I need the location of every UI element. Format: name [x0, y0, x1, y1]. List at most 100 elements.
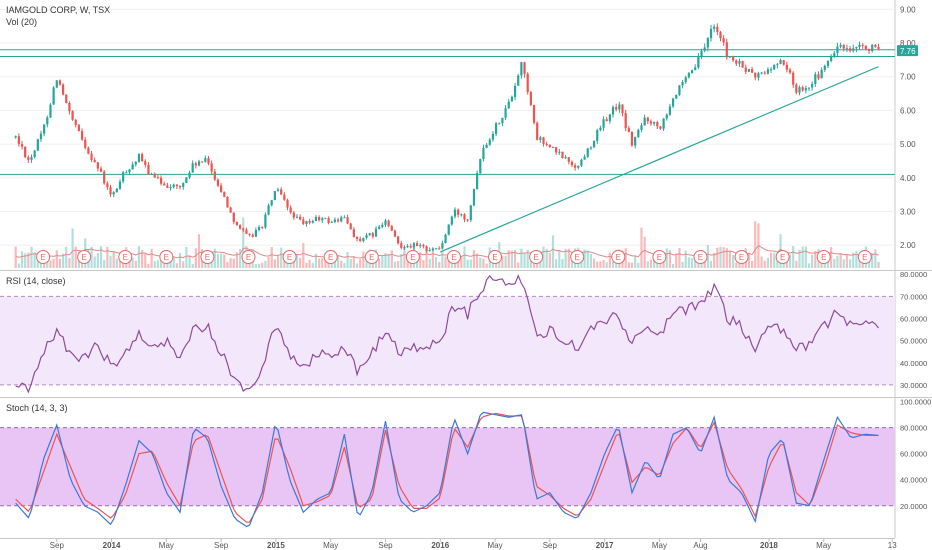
earnings-marker[interactable]: E [652, 250, 667, 264]
volume-bar [150, 248, 153, 268]
candle [381, 222, 384, 229]
earnings-marker[interactable]: E [611, 250, 626, 264]
earnings-marker[interactable]: E [323, 250, 338, 264]
rsi-tick-label: 50.0000 [900, 337, 927, 346]
candle [270, 199, 273, 207]
earnings-marker[interactable]: E [775, 250, 790, 264]
volume-bar [324, 257, 327, 268]
earnings-marker[interactable]: E [364, 250, 379, 264]
volume-bar [172, 256, 175, 268]
candle [501, 117, 504, 127]
candle [286, 198, 289, 211]
candle-body [14, 136, 17, 138]
earnings-marker-glyph: E [616, 253, 621, 262]
candle-body [706, 38, 709, 48]
earnings-marker[interactable]: E [446, 250, 461, 264]
candle-body [318, 217, 321, 221]
candle [261, 226, 264, 230]
earnings-marker[interactable]: E [857, 250, 872, 264]
candle-body [220, 185, 223, 192]
time-tick-label: May [487, 541, 502, 550]
candle-body [811, 83, 814, 88]
candle-body [118, 181, 122, 189]
earnings-marker[interactable]: E [488, 250, 503, 264]
candle [864, 45, 867, 51]
candle [697, 53, 700, 70]
candle-body [201, 161, 204, 163]
earnings-marker[interactable]: E [200, 250, 215, 264]
earnings-marker[interactable]: E [282, 250, 297, 264]
volume-bar [185, 247, 188, 268]
volume-bar [24, 253, 27, 268]
volume-bar [523, 253, 526, 268]
volume-bar [719, 246, 722, 268]
earnings-marker[interactable]: E [77, 250, 92, 264]
earnings-marker-glyph: E [862, 253, 867, 262]
candle [716, 23, 719, 36]
candle-body [96, 162, 99, 169]
earnings-marker[interactable]: E [529, 250, 544, 264]
time-tick-label: 2016 [431, 541, 449, 550]
candle-body [848, 48, 852, 51]
earnings-marker-circle [36, 250, 51, 264]
candle [624, 109, 627, 132]
volume-bar [750, 260, 754, 268]
candle-body [264, 214, 267, 228]
earnings-marker[interactable]: E [405, 250, 420, 264]
candle-body [232, 212, 235, 222]
candle [801, 85, 804, 92]
candle [795, 83, 798, 95]
earnings-marker[interactable]: E [570, 250, 585, 264]
volume-bar [469, 259, 472, 268]
candle-body [409, 246, 412, 248]
candle [175, 184, 178, 189]
candle [788, 67, 792, 75]
volume-bar [144, 253, 147, 268]
candle-body [690, 70, 694, 74]
candle-body [833, 53, 836, 57]
earnings-marker-glyph: E [82, 253, 87, 262]
candle-body [732, 56, 735, 61]
volume-bar [656, 259, 659, 268]
volume-bar [476, 253, 479, 268]
candle [592, 140, 596, 148]
candle-body [671, 98, 675, 107]
candle-body [558, 151, 561, 153]
earnings-marker[interactable]: E [241, 250, 256, 264]
volume-bar [599, 261, 602, 268]
earnings-marker[interactable]: E [36, 250, 51, 264]
candle-body [773, 64, 776, 70]
earnings-marker[interactable]: E [159, 250, 174, 264]
volume-bar [109, 255, 112, 268]
candle-body [276, 189, 280, 192]
candle [333, 217, 337, 224]
candle-body [39, 133, 43, 140]
earnings-marker[interactable]: E [816, 250, 831, 264]
trend-line[interactable] [440, 66, 879, 253]
rsi-label[interactable]: RSI (14, close) [6, 276, 66, 286]
earnings-marker[interactable]: E [118, 250, 133, 264]
earnings-marker[interactable]: E [734, 250, 749, 264]
volume-label[interactable]: Vol (20) [6, 17, 37, 27]
candle-body [855, 46, 858, 49]
candle [33, 149, 36, 159]
stoch-label[interactable]: Stoch (14, 3, 3) [6, 403, 68, 413]
candle [254, 227, 258, 238]
candle [776, 62, 779, 69]
candle [27, 155, 30, 163]
candle [71, 110, 74, 121]
candle-body [175, 184, 178, 187]
volume-bar [675, 253, 678, 268]
candle-body [662, 118, 665, 129]
earnings-marker[interactable]: E [693, 250, 708, 264]
stoch-tick-label: 100.0000 [900, 398, 931, 407]
symbol-title[interactable]: IAMGOLD CORP, W, TSX [6, 5, 110, 15]
candle [428, 247, 431, 252]
candle-body [261, 226, 264, 228]
volume-bar [457, 257, 460, 268]
time-tick-label: 2017 [596, 541, 614, 550]
candle-body [769, 69, 773, 71]
candle [545, 141, 548, 147]
candle-body [68, 102, 71, 112]
candle [605, 116, 608, 122]
